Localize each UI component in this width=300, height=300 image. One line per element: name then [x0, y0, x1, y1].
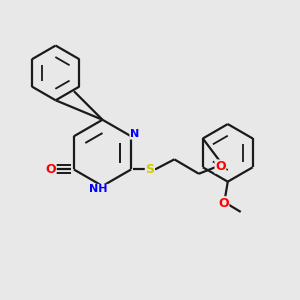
Text: O: O — [215, 160, 226, 173]
Text: O: O — [218, 197, 229, 210]
Text: S: S — [146, 163, 154, 176]
Text: NH: NH — [89, 184, 107, 194]
Text: N: N — [130, 129, 139, 139]
Text: O: O — [45, 163, 56, 176]
